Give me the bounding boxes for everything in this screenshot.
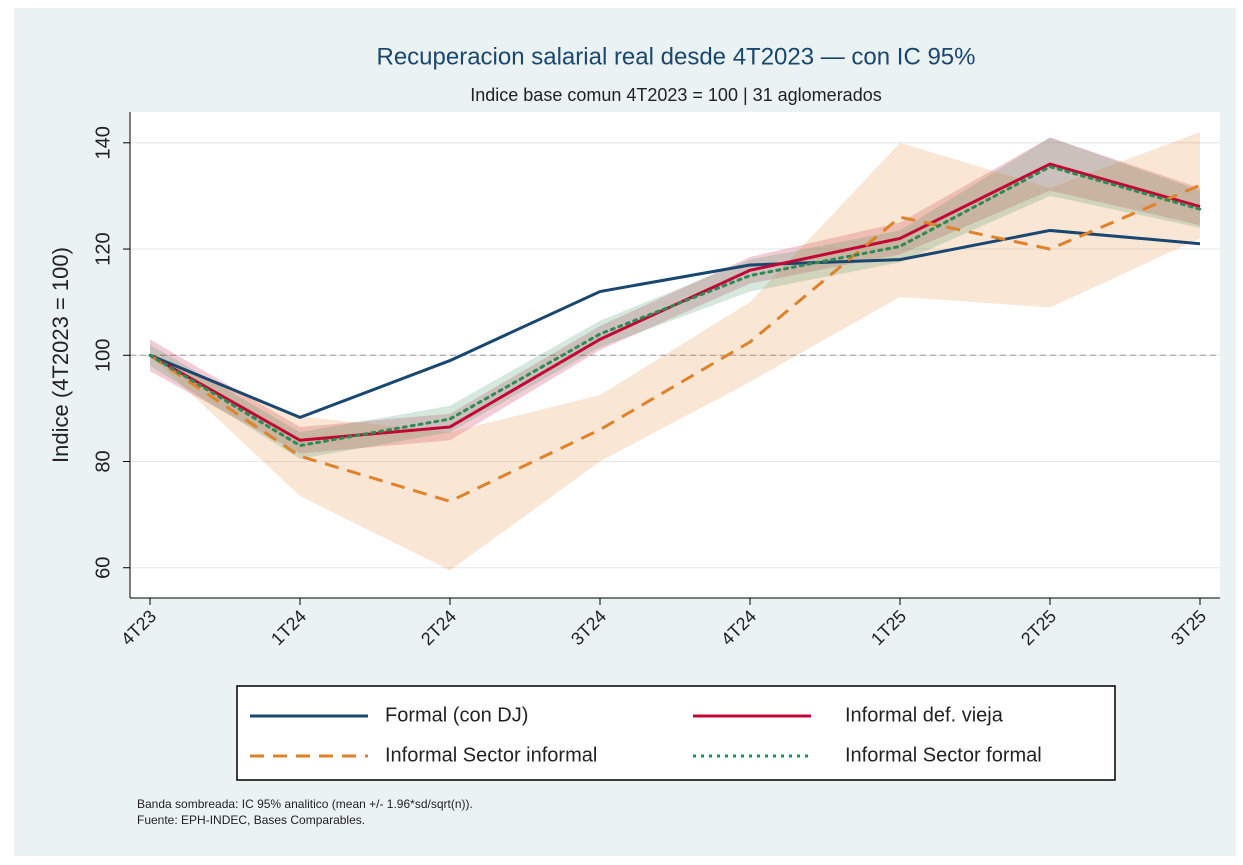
note: Banda sombreada: IC 95% analitico (mean …: [137, 797, 473, 811]
y-tick-label: 120: [92, 232, 114, 265]
legend: [236, 685, 1116, 781]
legend-label: Informal Sector informal: [385, 744, 597, 766]
legend-label: Formal (con DJ): [385, 704, 528, 726]
chart-title: Recuperacion salarial real desde 4T2023 …: [376, 43, 975, 70]
y-tick-label: 140: [92, 126, 114, 159]
y-tick-label: 100: [92, 339, 114, 372]
legend-label: Informal def. vieja: [845, 704, 1004, 726]
legend-label: Informal Sector formal: [845, 744, 1042, 766]
chart-subtitle: Indice base comun 4T2023 = 100 | 31 aglo…: [470, 85, 881, 105]
y-tick-label: 60: [92, 557, 114, 579]
series-line: [149, 228, 1201, 420]
ci-band: [150, 137, 1200, 459]
ci-band: [150, 132, 1200, 571]
y-axis-title: Indice (4T2023 = 100): [48, 247, 73, 463]
ci-band: [150, 137, 1200, 454]
series-line: [149, 183, 1201, 503]
note: Fuente: EPH-INDEC, Bases Comparables.: [137, 813, 365, 827]
y-tick-label: 80: [92, 450, 114, 472]
series-line: [148, 165, 1202, 448]
